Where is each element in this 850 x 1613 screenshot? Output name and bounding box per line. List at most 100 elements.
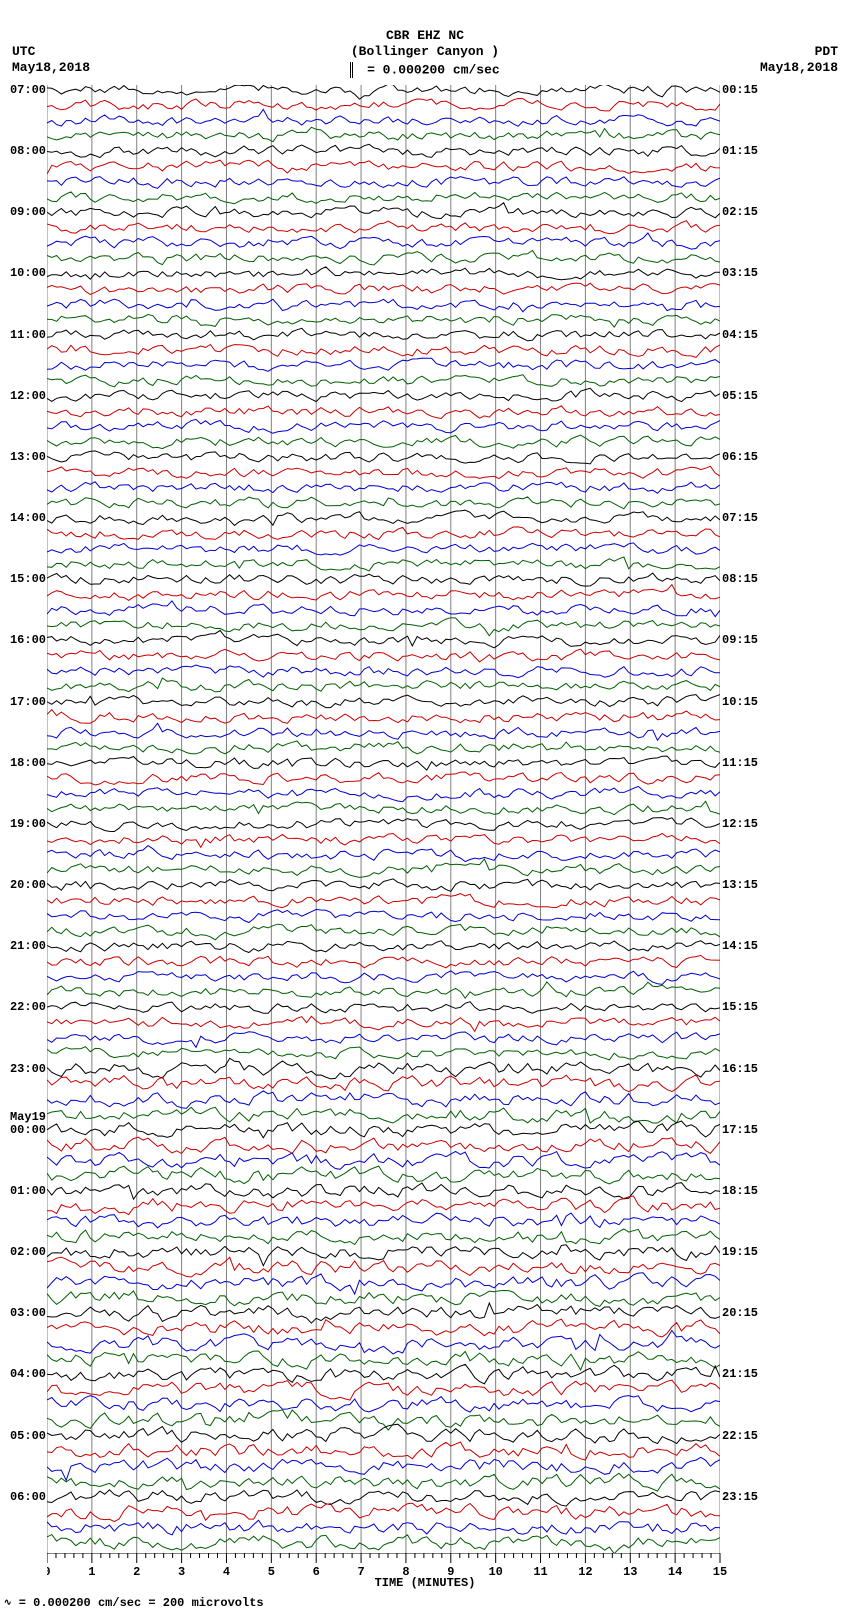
seismic-trace [47,1319,720,1337]
seismic-trace [47,451,720,464]
pdt-hour-label: 11:15 [722,757,782,769]
seismic-trace [47,573,720,586]
seismic-trace [47,127,720,141]
scale-value: = 0.000200 cm/sec [359,62,499,77]
seismic-trace [47,982,720,998]
seismic-trace [47,1291,720,1307]
seismic-trace [47,527,720,540]
seismic-trace [47,299,720,312]
helicorder-svg [47,85,720,1553]
utc-hour-label: 07:00 [0,84,46,96]
seismic-trace [47,315,720,328]
pdt-hour-label: 02:15 [722,206,782,218]
utc-hour-label: 09:00 [0,206,46,218]
seismic-trace [47,177,720,189]
pdt-hour-label: 03:15 [722,267,782,279]
seismogram-page: CBR EHZ NC (Bollinger Canyon ) UTC May18… [0,0,850,1613]
seismic-trace [47,388,720,401]
seismic-trace [47,801,720,814]
seismic-trace [47,1473,720,1491]
seismic-trace [47,1091,720,1109]
seismic-trace [47,1490,720,1506]
seismic-trace [47,1424,720,1443]
utc-hour-label: 19:00 [0,818,46,830]
helicorder-plot [47,85,720,1553]
seismic-trace [47,482,720,493]
seismic-trace [47,358,720,371]
seismic-trace [47,1273,720,1294]
seismic-trace [47,1075,720,1092]
utc-hour-label: 05:00 [0,1430,46,1442]
seismic-trace [47,818,720,832]
seismic-trace [47,497,720,509]
seismic-trace [47,859,720,877]
utc-hour-label: 13:00 [0,451,46,463]
seismic-trace [47,250,720,265]
seismic-trace [47,1002,720,1014]
seismic-trace [47,1107,720,1123]
utc-hour-labels: 07:0008:0009:0010:0011:0012:0013:0014:00… [0,85,46,1553]
utc-hour-label: 21:00 [0,940,46,952]
seismic-trace [47,741,720,754]
pdt-hour-label: 16:15 [722,1063,782,1075]
utc-hour-label: 16:00 [0,634,46,646]
utc-hour-label: 08:00 [0,145,46,157]
seismic-trace [47,1257,720,1277]
utc-hour-label: 04:00 [0,1368,46,1380]
seismic-trace [47,1137,720,1153]
station-location: (Bollinger Canyon ) [0,44,850,59]
utc-hour-label: 12:00 [0,390,46,402]
pdt-hour-label: 17:15 [722,1124,782,1136]
left-timezone-label: UTC [12,44,35,59]
seismic-trace [47,1166,720,1184]
seismic-trace [47,1442,720,1460]
seismic-trace [47,678,720,692]
utc-hour-label: 17:00 [0,696,46,708]
seismic-trace [47,1032,720,1048]
utc-hour-label: 00:00 [0,1124,46,1136]
seismic-trace [47,203,720,219]
utc-hour-label: 15:00 [0,573,46,585]
seismic-trace [47,924,720,940]
seismic-trace [47,345,720,358]
seismic-trace [47,1364,720,1383]
utc-hour-label: 02:00 [0,1246,46,1258]
pdt-hour-label: 10:15 [722,696,782,708]
pdt-hour-label: 13:15 [722,879,782,891]
seismic-trace [47,786,720,801]
seismic-trace [47,1503,720,1522]
pdt-hour-labels: 00:1501:1502:1503:1504:1505:1506:1507:15… [722,85,782,1553]
seismic-trace [47,1183,720,1200]
utc-hour-label: 10:00 [0,267,46,279]
pdt-hour-label: 00:15 [722,84,782,96]
seismic-trace [47,846,720,862]
seismic-trace [47,557,720,571]
seismic-trace [47,1380,720,1400]
pdt-hour-label: 05:15 [722,390,782,402]
pdt-hour-label: 14:15 [722,940,782,952]
pdt-hour-label: 23:15 [722,1491,782,1503]
seismic-trace [47,665,720,678]
pdt-hour-label: 08:15 [722,573,782,585]
seismic-trace [47,909,720,922]
seismic-trace [47,941,720,953]
seismic-trace [47,971,720,985]
seismic-trace [47,283,720,294]
seismic-trace [47,1245,720,1266]
seismic-trace [47,630,720,647]
amplitude-scale-legend: = 0.000200 cm/sec [0,62,850,78]
seismic-trace [47,1535,720,1553]
utc-hour-label: 14:00 [0,512,46,524]
seismic-trace [47,543,720,555]
seismic-trace [47,85,720,99]
footer-scale: ∿ = 0.000200 cm/sec = 200 microvolts [4,1596,264,1610]
footer-prefix: ∿ [4,1598,12,1608]
seismic-trace [47,772,720,785]
seismic-trace [47,618,720,636]
utc-hour-label: 18:00 [0,757,46,769]
pdt-hour-label: 18:15 [722,1185,782,1197]
pdt-hour-label: 21:15 [722,1368,782,1380]
seismic-trace [47,99,720,111]
pdt-hour-label: 20:15 [722,1307,782,1319]
seismic-trace [47,879,720,892]
